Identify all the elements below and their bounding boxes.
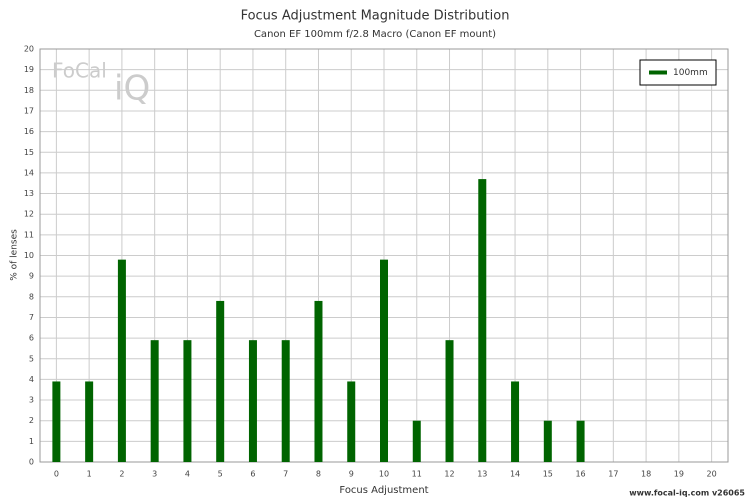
y-tick-label: 7 [29, 313, 34, 322]
x-tick-label: 17 [608, 470, 618, 479]
x-tick-label: 11 [412, 470, 422, 479]
bar [478, 179, 487, 462]
y-tick-label: 1 [29, 437, 34, 446]
y-tick-label: 16 [24, 127, 34, 136]
bar [248, 340, 257, 462]
y-tick-label: 4 [29, 375, 34, 384]
x-tick-label: 6 [250, 470, 255, 479]
watermark: iQ [114, 69, 150, 109]
bar [216, 300, 225, 462]
y-tick-label: 9 [29, 272, 34, 281]
x-tick-label: 3 [152, 470, 157, 479]
x-tick-label: 16 [575, 470, 585, 479]
bar [412, 420, 421, 462]
x-tick-label: 13 [477, 470, 487, 479]
y-tick-label: 3 [29, 396, 34, 405]
bar [445, 340, 454, 462]
y-tick-label: 18 [24, 86, 34, 95]
y-tick-label: 19 [24, 65, 34, 74]
x-tick-label: 7 [283, 470, 288, 479]
y-tick-label: 10 [24, 251, 34, 260]
y-tick-label: 8 [29, 292, 34, 301]
x-tick-label: 20 [707, 470, 717, 479]
y-tick-label: 5 [29, 354, 34, 363]
bar [281, 340, 290, 462]
y-axis-label: % of lenses [10, 229, 20, 281]
y-tick-label: 11 [24, 230, 34, 239]
bar [150, 340, 159, 462]
bar [314, 300, 323, 462]
bar [85, 381, 94, 462]
bar [52, 381, 61, 462]
x-tick-label: 9 [349, 470, 354, 479]
x-tick-label: 8 [316, 470, 321, 479]
x-tick-label: 0 [54, 470, 59, 479]
bar [380, 259, 388, 462]
x-tick-label: 14 [510, 470, 520, 479]
x-tick-label: 12 [444, 470, 454, 479]
y-tick-label: 14 [24, 168, 34, 177]
x-axis-label: Focus Adjustment [339, 485, 428, 496]
chart-title: Focus Adjustment Magnitude Distribution [241, 9, 510, 24]
watermark: FoCal [52, 59, 107, 83]
footer: www.focal-iq.com v26065 [629, 489, 745, 498]
y-tick-label: 0 [29, 458, 34, 467]
x-tick-label: 5 [218, 470, 223, 479]
chart-subtitle: Canon EF 100mm f/2.8 Macro (Canon EF mou… [254, 29, 496, 40]
y-tick-label: 15 [24, 148, 34, 157]
bar [576, 420, 585, 462]
y-tick-label: 12 [24, 210, 34, 219]
bar [183, 340, 192, 462]
y-tick-label: 13 [24, 189, 34, 198]
y-tick-label: 6 [29, 334, 34, 343]
x-tick-label: 10 [379, 470, 389, 479]
x-tick-label: 19 [674, 470, 684, 479]
bar [347, 381, 356, 462]
bar [117, 259, 126, 462]
y-tick-label: 2 [29, 416, 34, 425]
bar [543, 420, 552, 462]
legend-label: 100mm [673, 68, 708, 78]
x-tick-label: 4 [185, 470, 190, 479]
y-tick-label: 17 [24, 106, 34, 115]
x-tick-label: 15 [543, 470, 553, 479]
y-tick-label: 20 [24, 45, 34, 54]
x-tick-label: 1 [87, 470, 92, 479]
x-tick-label: 18 [641, 470, 651, 479]
bar [511, 381, 520, 462]
x-tick-label: 2 [119, 470, 124, 479]
